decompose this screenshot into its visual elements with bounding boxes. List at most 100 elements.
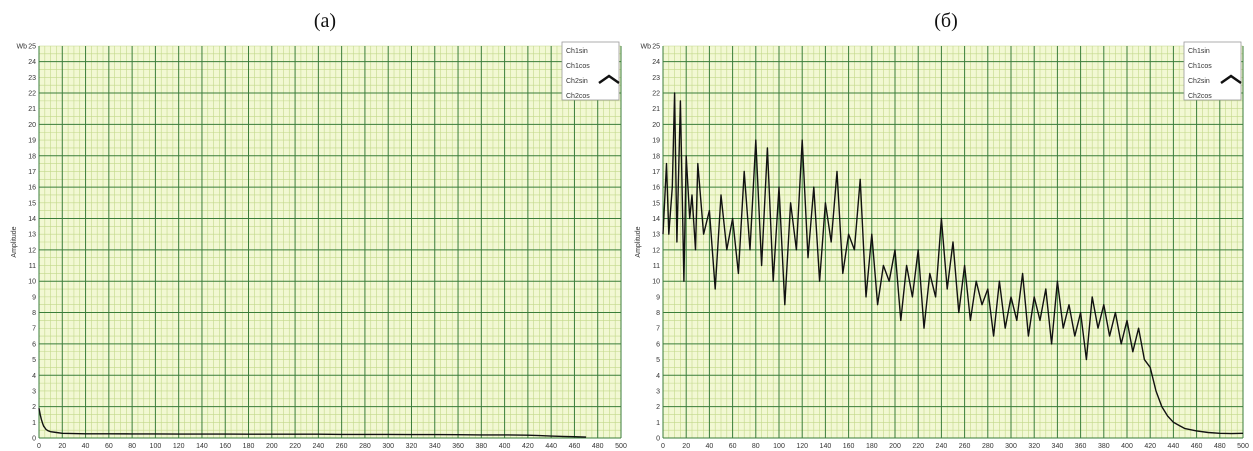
y-tick-label: 13	[652, 232, 660, 239]
y-tick-label: 10	[652, 279, 660, 286]
y-tick-label: 15	[652, 200, 660, 207]
x-tick-label: 0	[37, 443, 41, 450]
x-tick-label: 140	[820, 443, 832, 450]
x-tick-label: 340	[1052, 443, 1064, 450]
y-tick-label: 25	[28, 44, 36, 51]
legend-item[interactable]: Ch1sin	[566, 48, 588, 55]
chevron-up-icon[interactable]	[1220, 74, 1242, 85]
panel-a: (а)0 20 40 60 80 100 120 140 160 180 200 220 240 260 2…	[11, 10, 627, 450]
minor-grid	[39, 45, 621, 438]
x-tick-label: 420	[522, 443, 534, 450]
x-tick-label: 360	[1075, 443, 1087, 450]
x-tick-label: 120	[796, 443, 808, 450]
y-tick-label: 3	[656, 388, 660, 395]
x-tick-label: 220	[912, 443, 924, 450]
legend-item[interactable]: Ch1sin	[1188, 48, 1210, 55]
x-tick-label: 300	[382, 443, 394, 450]
x-tick-label: 120	[173, 443, 185, 450]
x-tick-label: 40	[82, 443, 90, 450]
y-tick-label: 1	[32, 420, 36, 427]
y-tick-label: 23	[652, 75, 660, 82]
chevron-up-icon[interactable]	[598, 74, 620, 85]
y-tick-label: 2	[32, 404, 36, 411]
x-tick-label: 340	[429, 443, 441, 450]
y-tick-label: 7	[656, 326, 660, 333]
panel-label: (а)	[314, 10, 336, 32]
legend-box	[1183, 41, 1242, 101]
x-tick-label: 100	[150, 443, 162, 450]
legend[interactable]: Ch1sin Ch1cos Ch2sin Ch2cos	[1183, 41, 1242, 101]
panel-label: (б)	[934, 10, 958, 32]
y-tick-label: 6	[32, 341, 36, 348]
y-axis-label: Amplitude	[635, 226, 642, 257]
y-tick-label: 14	[28, 216, 36, 223]
y-tick-label: 11	[29, 263, 36, 270]
x-tick-label: 20	[58, 443, 66, 450]
y-tick-label: 4	[656, 373, 660, 380]
x-tick-label: 320	[1028, 443, 1040, 450]
x-tick-label: 280	[359, 443, 371, 450]
series-line	[38, 408, 587, 438]
y-tick-label: 13	[28, 232, 36, 239]
x-tick-label: 400	[499, 443, 511, 450]
x-tick-label: 480	[1214, 443, 1226, 450]
x-tick-label: 440	[545, 443, 557, 450]
y-unit-label: Wb	[17, 44, 28, 51]
x-tick-label: 220	[289, 443, 301, 450]
x-tick-label: 80	[752, 443, 760, 450]
y-tick-label: 0	[32, 436, 36, 443]
y-tick-label: 5	[656, 357, 660, 364]
x-tick-label: 380	[1098, 443, 1110, 450]
x-tick-label: 200	[889, 443, 901, 450]
x-tick-label: 240	[313, 443, 325, 450]
legend[interactable]: Ch1sin Ch1cos Ch2sin Ch2cos	[561, 41, 620, 101]
panel-b: (б)0 20 40 60 80 100 120 140 160 180 200 220 240 260 2…	[635, 10, 1249, 450]
y-tick-label: 6	[656, 341, 660, 348]
x-tick-label: 440	[1168, 443, 1180, 450]
x-tick-label: 500	[1237, 443, 1249, 450]
x-tick-label: 280	[982, 443, 994, 450]
y-tick-label: 19	[28, 138, 36, 145]
x-tick-label: 260	[959, 443, 971, 450]
y-tick-label: 0	[656, 436, 660, 443]
y-tick-label: 3	[32, 388, 36, 395]
x-tick-label: 500	[615, 443, 627, 450]
legend-item[interactable]: Ch2cos	[1188, 93, 1212, 100]
x-tick-label: 460	[1191, 443, 1203, 450]
minor-grid	[663, 45, 1243, 438]
y-tick-label: 2	[656, 404, 660, 411]
series-line	[662, 92, 1244, 435]
legend-item[interactable]: Ch2sin	[566, 78, 588, 85]
x-tick-label: 160	[843, 443, 855, 450]
x-tick-label: 460	[569, 443, 581, 450]
x-tick-label: 300	[1005, 443, 1017, 450]
y-tick-label: 1	[656, 420, 660, 427]
x-tick-label: 40	[706, 443, 714, 450]
y-unit-label: Wb	[641, 44, 652, 51]
y-tick-label: 18	[28, 153, 36, 160]
x-tick-label: 480	[592, 443, 604, 450]
legend-item[interactable]: Ch1cos	[1188, 63, 1212, 70]
x-tick-label: 320	[406, 443, 418, 450]
y-tick-label: 9	[32, 294, 36, 301]
x-tick-label: 60	[729, 443, 737, 450]
major-grid	[38, 46, 622, 439]
y-tick-label: 4	[32, 373, 36, 380]
legend-item[interactable]: Ch2cos	[566, 93, 590, 100]
y-tick-label: 16	[652, 185, 660, 192]
y-tick-label: 14	[652, 216, 660, 223]
y-tick-label: 20	[28, 122, 36, 129]
x-tick-label: 60	[105, 443, 113, 450]
y-tick-label: 18	[652, 153, 660, 160]
x-tick-label: 240	[936, 443, 948, 450]
legend-item[interactable]: Ch1cos	[566, 63, 590, 70]
x-tick-label: 200	[266, 443, 278, 450]
x-tick-label: 180	[243, 443, 255, 450]
y-tick-label: 9	[656, 294, 660, 301]
y-tick-label: 22	[652, 91, 660, 98]
x-tick-label: 140	[196, 443, 208, 450]
y-tick-label: 8	[656, 310, 660, 317]
y-tick-label: 12	[652, 247, 660, 254]
legend-item[interactable]: Ch2sin	[1188, 78, 1210, 85]
